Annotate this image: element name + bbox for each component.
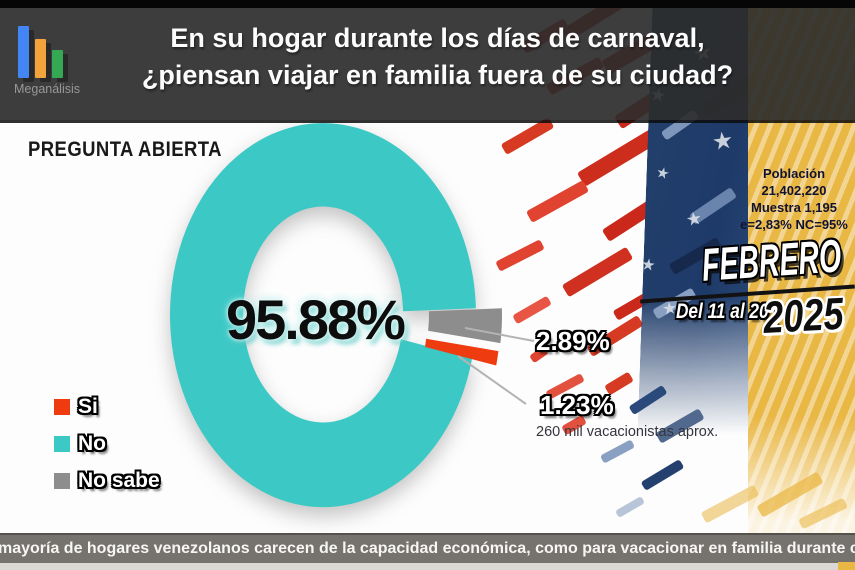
legend-label-si: Si xyxy=(78,395,98,418)
question-type-label: PREGUNTA ABIERTA xyxy=(28,138,222,161)
no-sabe-percentage-label: 2.89% xyxy=(536,326,610,356)
legend-item-no-sabe: No sabe xyxy=(54,466,160,496)
logo-bar-blue xyxy=(18,26,29,78)
brand-logo: Meganálisis xyxy=(12,16,104,108)
legend-swatch-no xyxy=(54,436,70,452)
period-year: 2025 xyxy=(762,287,845,343)
si-percentage-label: 1.23% xyxy=(540,390,614,420)
legend-label-no: No xyxy=(78,432,106,455)
sample-value: Muestra 1,195 xyxy=(751,199,837,215)
bottom-strip xyxy=(0,563,855,570)
si-note: 260 mil vacacionistas aprox. xyxy=(536,424,719,440)
legend-swatch-si xyxy=(54,399,70,415)
slice-no xyxy=(169,123,476,508)
leader-line-no-sabe xyxy=(464,327,535,342)
methodology-block: Población 21,402,220 Muestra 1,195 e=2,8… xyxy=(738,166,850,234)
population-value: 21,402,220 xyxy=(761,182,827,198)
legend-swatch-no-sabe xyxy=(54,473,70,489)
slice-si xyxy=(425,338,499,366)
footer-conclusion-text: Amplia mayoría de hogares venezolanos ca… xyxy=(0,540,855,557)
chart-legend: Si No No sabe xyxy=(54,392,160,503)
top-black-strip xyxy=(0,0,855,8)
title-line-2: ¿piensan viajar en familia fuera de su c… xyxy=(141,60,734,90)
title-line-1: En su hogar durante los días de carnaval… xyxy=(170,23,705,53)
legend-label-no-sabe: No sabe xyxy=(78,469,160,492)
header-bar: Meganálisis En su hogar durante los días… xyxy=(0,8,855,120)
error-confidence: e=2,83% NC=95% xyxy=(740,216,848,232)
legend-item-si: Si xyxy=(54,392,160,422)
logo-bar-orange xyxy=(35,39,46,78)
survey-question-title: En su hogar durante los días de carnaval… xyxy=(140,20,735,94)
slice-no-sabe xyxy=(428,308,503,344)
donut-center-value: 95.88% xyxy=(226,288,406,351)
footer-bar: Amplia mayoría de hogares venezolanos ca… xyxy=(0,533,855,563)
brand-name: Meganálisis xyxy=(14,82,81,96)
legend-item-no: No xyxy=(54,429,160,459)
period-range: Del 11 al 20 | xyxy=(676,300,779,323)
population-label: Población xyxy=(762,166,826,181)
bar-chart-icon xyxy=(18,24,82,78)
period-month: FEBRERO xyxy=(700,229,843,291)
leader-line-si xyxy=(457,355,527,405)
logo-bar-green xyxy=(52,50,63,78)
corner-yellow-patch xyxy=(838,562,855,570)
